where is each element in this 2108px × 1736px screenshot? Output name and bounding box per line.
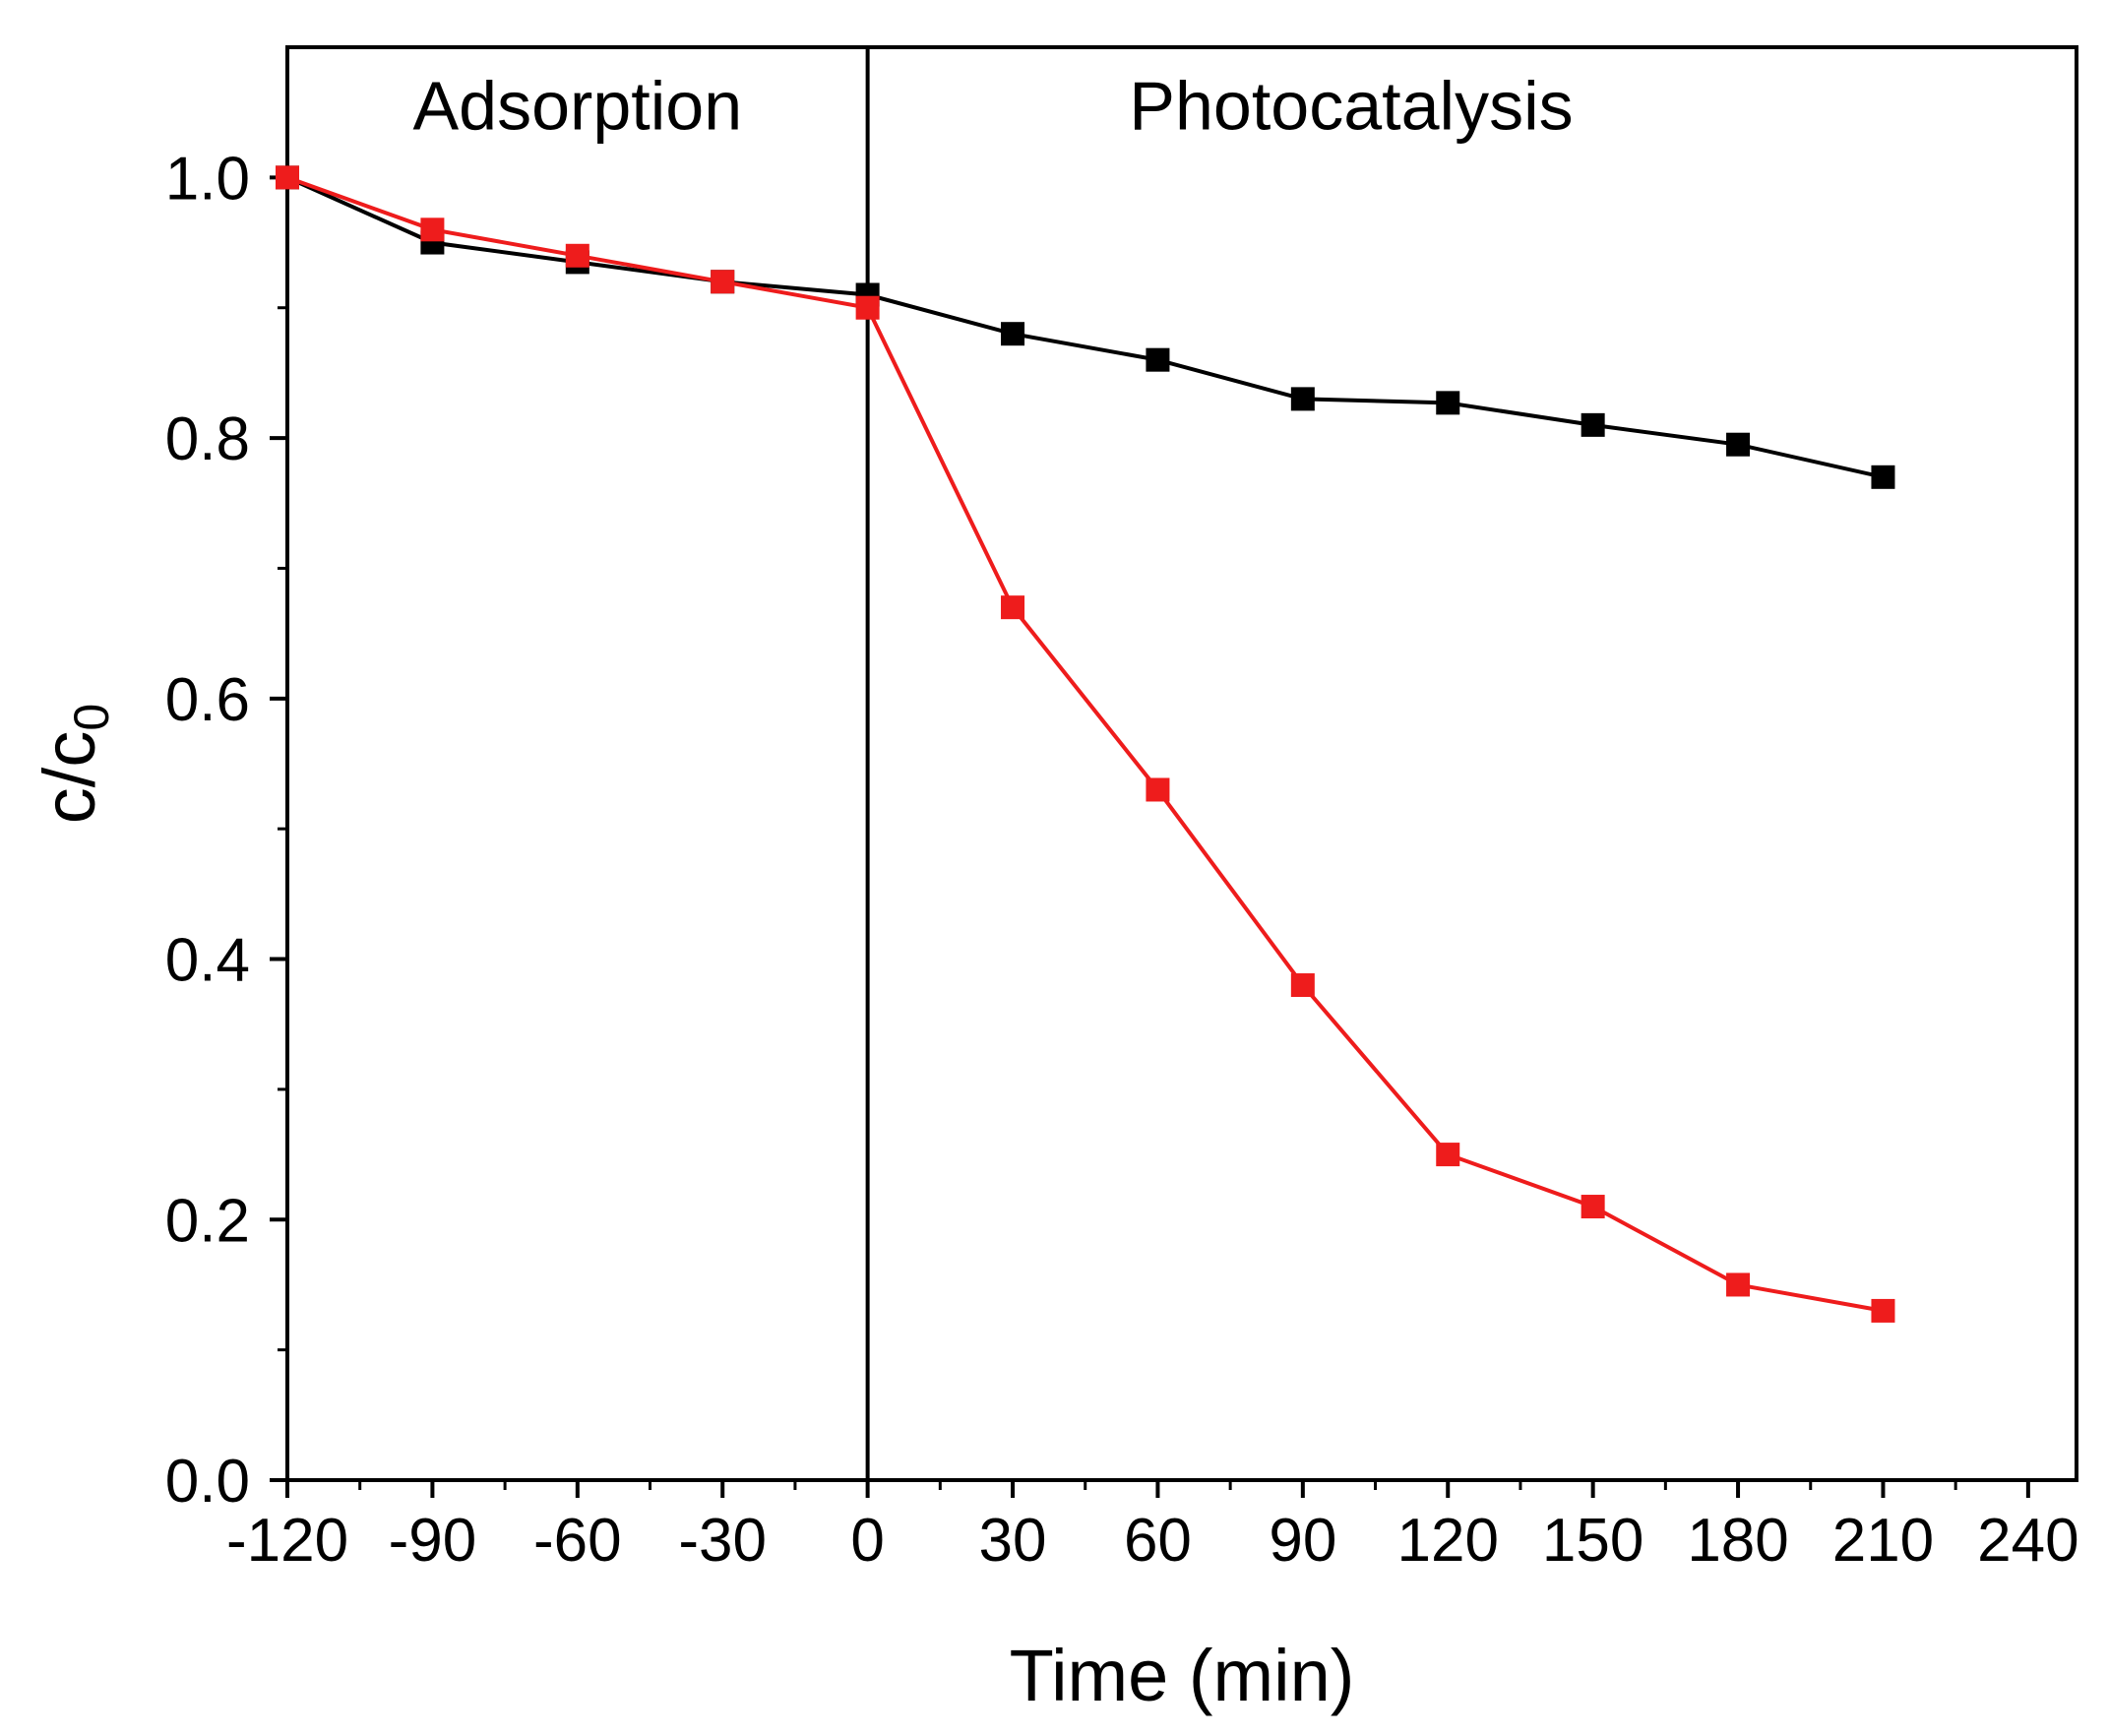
x-tick-label: 180 <box>1687 1507 1788 1575</box>
x-tick-label: 240 <box>1977 1507 2078 1575</box>
y-tick-label: 0.4 <box>165 927 250 995</box>
x-tick-label: 60 <box>1124 1507 1192 1575</box>
x-tick-label: 30 <box>979 1507 1047 1575</box>
series-black-marker <box>1436 391 1460 415</box>
series-red <box>276 165 1895 1323</box>
series-red-marker <box>1726 1272 1751 1297</box>
region-label: Photocatalysis <box>1129 68 1573 145</box>
y-tick-label: 0.2 <box>165 1187 250 1255</box>
series-black-marker <box>1146 347 1170 372</box>
y-axis-ticks: 0.0 0.2 0.4 0.6 0.8 1.0 <box>165 145 287 1516</box>
series-red-line <box>286 175 1884 1313</box>
series-black-marker <box>1871 465 1895 489</box>
series-red-marker <box>565 243 589 268</box>
plot-frame <box>285 45 2078 1482</box>
series-red-marker <box>420 217 445 242</box>
series-black-line <box>286 175 1884 479</box>
x-axis-ticks: -120 -90 -60 -30 0 30 60 90 120 150 180 210 240 <box>226 1480 2079 1575</box>
series-red-marker <box>1871 1298 1895 1323</box>
series-black-marker <box>1001 322 1025 346</box>
series-black-marker <box>1726 432 1751 457</box>
x-tick-label: 120 <box>1397 1507 1499 1575</box>
x-tick-label: 210 <box>1832 1507 1934 1575</box>
series-red-marker <box>1581 1195 1605 1219</box>
y-tick-label: 0.0 <box>165 1448 250 1516</box>
series-red-marker <box>855 295 880 320</box>
x-tick-label: 90 <box>1269 1507 1336 1575</box>
series-red-marker <box>711 270 735 294</box>
x-tick-label: 150 <box>1542 1507 1643 1575</box>
x-tick-label: -120 <box>226 1507 348 1575</box>
y-axis-title-main: c/c <box>29 731 110 825</box>
series-red-marker <box>1146 777 1170 802</box>
x-tick-label: 0 <box>850 1507 884 1575</box>
series-layer <box>276 165 1895 1323</box>
series-red-marker <box>1001 595 1025 620</box>
x-axis-title: Time (min) <box>1010 1635 1355 1716</box>
y-axis-title-subscript: 0 <box>64 704 119 731</box>
region-label: Adsorption <box>412 68 742 145</box>
series-red-marker <box>1290 973 1315 998</box>
y-tick-label: 0.6 <box>165 666 250 734</box>
y-tick-label: 1.0 <box>165 145 250 213</box>
x-tick-label: -60 <box>533 1507 622 1575</box>
series-red-marker <box>276 165 299 190</box>
series-black <box>276 165 1895 489</box>
x-tick-label: -30 <box>678 1507 767 1575</box>
y-tick-label: 0.8 <box>165 405 250 473</box>
series-black-marker <box>1581 412 1605 437</box>
annotation-layer: Adsorption Photocatalysis <box>412 68 1573 145</box>
y-axis-title: c/c0 <box>29 704 119 824</box>
x-tick-label: -90 <box>389 1507 477 1575</box>
series-red-marker <box>1436 1143 1460 1167</box>
series-black-marker <box>1290 387 1315 411</box>
